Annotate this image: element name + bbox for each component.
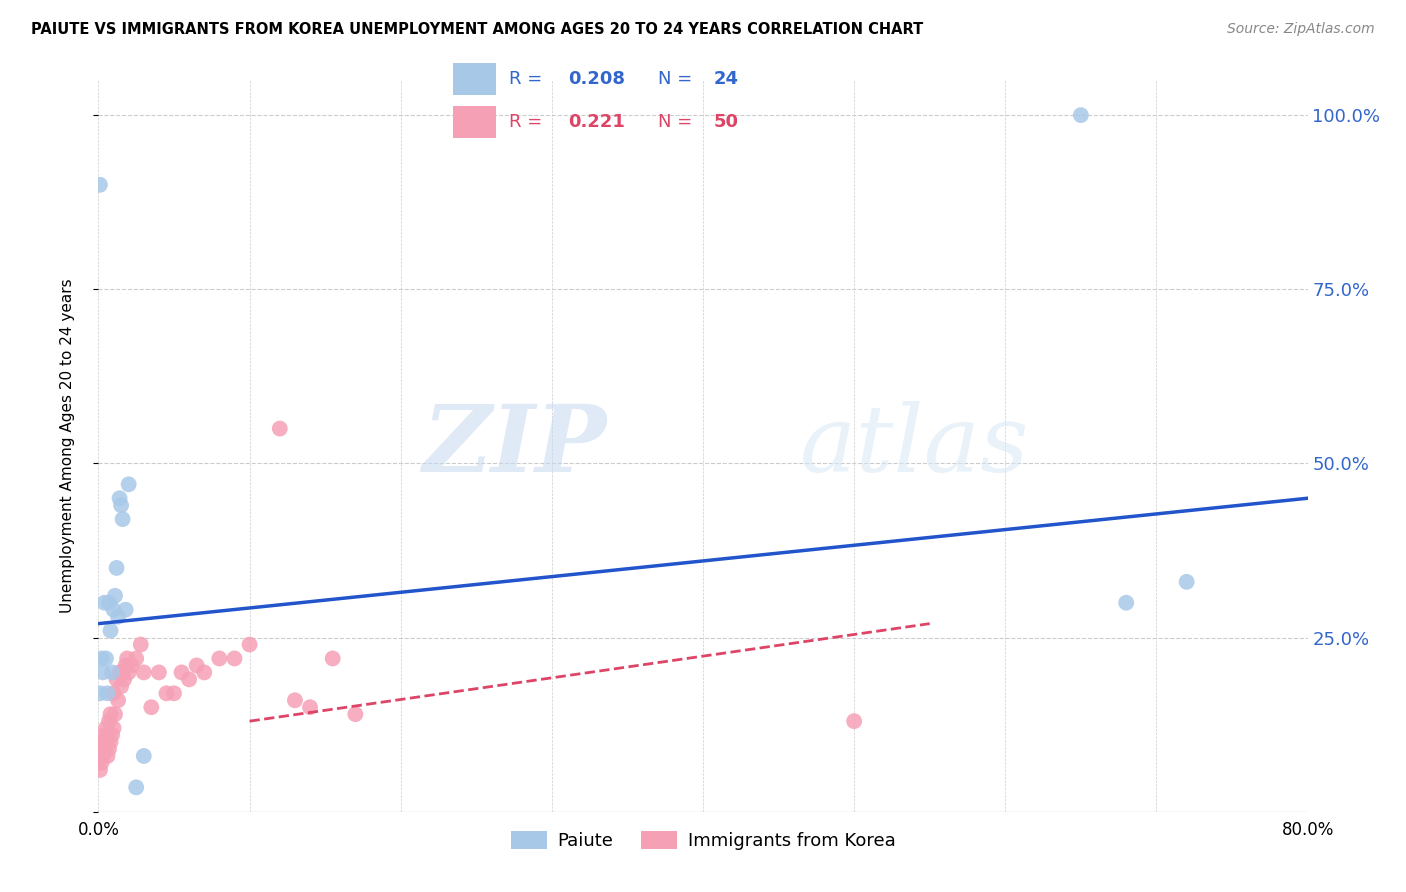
Point: [94, 721, 117, 735]
Legend: Paiute, Immigrants from Korea: Paiute, Immigrants from Korea: [503, 823, 903, 857]
Point: [208, 651, 231, 665]
Point: [111, 512, 134, 526]
Point: [93, 742, 115, 756]
Text: PAIUTE VS IMMIGRANTS FROM KOREA UNEMPLOYMENT AMONG AGES 20 TO 24 YEARS CORRELATI: PAIUTE VS IMMIGRANTS FROM KOREA UNEMPLOY…: [31, 22, 924, 37]
Point: [125, 651, 148, 665]
Point: [89, 749, 111, 764]
Point: [111, 665, 134, 680]
FancyBboxPatch shape: [453, 63, 496, 95]
Point: [100, 707, 122, 722]
Point: [239, 638, 262, 652]
Point: [114, 603, 136, 617]
Point: [114, 658, 136, 673]
Point: [108, 665, 131, 680]
Point: [98, 742, 121, 756]
Point: [163, 686, 186, 700]
Point: [112, 673, 135, 687]
Point: [299, 700, 322, 714]
Point: [1070, 108, 1092, 122]
Point: [193, 665, 215, 680]
Text: R =: R =: [509, 113, 548, 131]
Point: [107, 693, 129, 707]
Point: [129, 638, 152, 652]
Point: [118, 477, 141, 491]
Point: [269, 421, 291, 435]
Point: [94, 651, 117, 665]
Point: [322, 651, 344, 665]
Point: [170, 665, 193, 680]
Text: N =: N =: [658, 113, 697, 131]
Point: [115, 651, 138, 665]
Point: [90, 756, 112, 770]
Point: [90, 742, 112, 756]
Text: R =: R =: [509, 70, 548, 87]
Point: [844, 714, 866, 728]
Text: N =: N =: [658, 70, 697, 87]
Point: [89, 763, 111, 777]
Point: [89, 686, 111, 700]
Text: atlas: atlas: [800, 401, 1029, 491]
Text: 0.221: 0.221: [568, 113, 626, 131]
Point: [125, 780, 148, 795]
Point: [93, 728, 115, 742]
Point: [105, 561, 128, 575]
Point: [91, 665, 114, 680]
Point: [103, 721, 125, 735]
Point: [132, 665, 155, 680]
Text: 24: 24: [714, 70, 738, 87]
Point: [90, 651, 112, 665]
Point: [100, 735, 122, 749]
Point: [105, 673, 128, 687]
Point: [103, 603, 125, 617]
Point: [108, 491, 131, 506]
Point: [89, 178, 111, 192]
FancyBboxPatch shape: [453, 106, 496, 138]
Point: [96, 686, 118, 700]
Point: [104, 707, 127, 722]
Point: [141, 700, 163, 714]
Point: [91, 735, 114, 749]
Point: [344, 707, 367, 722]
Point: [93, 596, 115, 610]
Point: [96, 728, 118, 742]
Text: Source: ZipAtlas.com: Source: ZipAtlas.com: [1227, 22, 1375, 37]
Text: 0.208: 0.208: [568, 70, 626, 87]
Point: [101, 665, 124, 680]
Point: [100, 624, 122, 638]
Point: [1175, 574, 1198, 589]
Point: [98, 596, 121, 610]
Point: [110, 679, 132, 693]
Point: [91, 749, 114, 764]
Point: [179, 673, 201, 687]
Point: [101, 728, 124, 742]
Point: [118, 665, 141, 680]
Point: [132, 749, 155, 764]
Point: [1115, 596, 1137, 610]
Point: [148, 665, 170, 680]
Point: [96, 749, 118, 764]
Point: [155, 686, 177, 700]
Point: [94, 735, 117, 749]
Point: [121, 658, 143, 673]
Point: [224, 651, 246, 665]
Text: 50: 50: [714, 113, 738, 131]
Text: ZIP: ZIP: [422, 401, 606, 491]
Point: [103, 686, 125, 700]
Y-axis label: Unemployment Among Ages 20 to 24 years: Unemployment Among Ages 20 to 24 years: [60, 278, 75, 614]
Point: [186, 658, 208, 673]
Point: [98, 714, 121, 728]
Point: [110, 498, 132, 512]
Point: [284, 693, 307, 707]
Point: [104, 589, 127, 603]
Point: [107, 609, 129, 624]
